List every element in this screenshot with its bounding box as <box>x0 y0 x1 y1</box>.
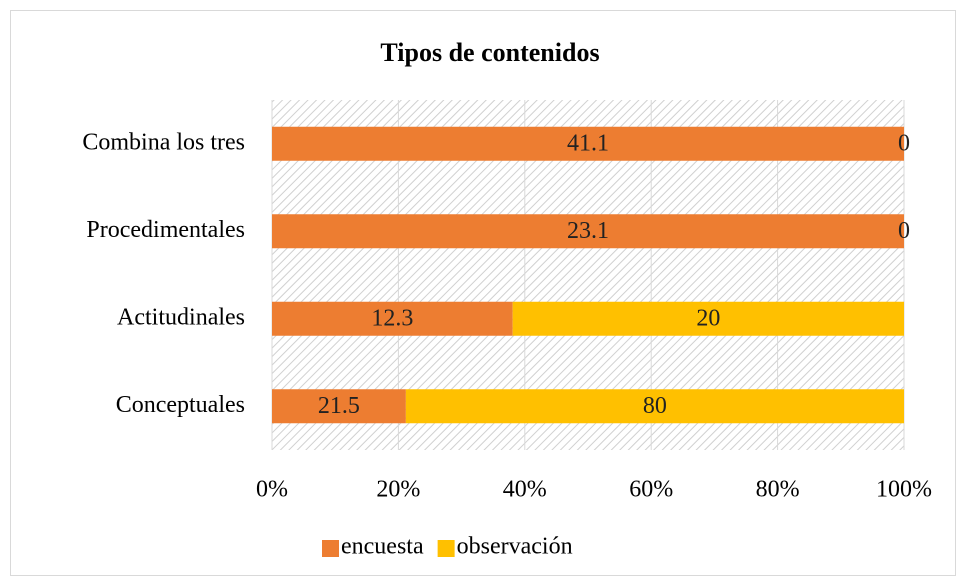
bar-segment <box>272 126 904 161</box>
x-tick-label: 20% <box>376 477 420 503</box>
data-label: 20 <box>696 305 720 331</box>
bar-segment <box>272 301 513 336</box>
legend-label: observación <box>457 534 573 560</box>
x-tick-label: 100% <box>876 477 932 503</box>
y-tick-label: Combina los tres <box>82 129 245 155</box>
legend-swatch <box>437 540 455 557</box>
data-label: 23.1 <box>567 218 609 244</box>
bar-segment <box>405 389 904 424</box>
data-label: 12.3 <box>371 305 413 331</box>
x-tick-label: 0% <box>256 477 288 503</box>
legend-label: encuesta <box>341 534 424 560</box>
x-tick-label: 40% <box>503 477 547 503</box>
bar-segment <box>512 301 904 336</box>
x-tick-label: 80% <box>756 477 800 503</box>
data-label: 41.1 <box>567 130 609 156</box>
bar-segment <box>272 389 406 424</box>
data-label: 21.5 <box>318 393 360 419</box>
data-label: 0 <box>898 130 910 156</box>
data-label: 80 <box>643 393 667 419</box>
legend-swatch <box>322 540 339 557</box>
y-tick-label: Conceptuales <box>116 392 245 418</box>
y-tick-label: Procedimentales <box>86 217 245 243</box>
chart-title: Tipos de contenidos <box>380 38 599 67</box>
bar-segment <box>272 214 904 249</box>
data-label: 0 <box>898 218 910 244</box>
y-tick-label: Actitudinales <box>117 304 245 330</box>
x-tick-label: 60% <box>629 477 673 503</box>
